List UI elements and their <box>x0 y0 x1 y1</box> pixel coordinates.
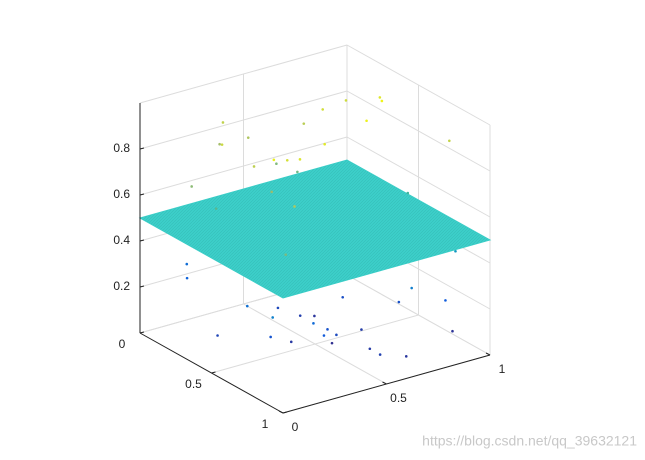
point <box>397 300 401 304</box>
point <box>326 328 329 331</box>
point <box>298 158 302 161</box>
point <box>344 99 348 102</box>
point <box>272 158 276 162</box>
point <box>245 304 249 308</box>
y-tick-label: 0 <box>119 337 126 351</box>
point <box>380 99 384 103</box>
point <box>271 316 274 319</box>
z-tick-label: 0.6 <box>113 187 130 201</box>
y-tick <box>139 331 145 334</box>
grid-line <box>346 90 491 172</box>
plane-layer <box>138 159 492 299</box>
z-tick <box>139 147 145 150</box>
plane-mesh <box>140 160 490 298</box>
point <box>246 136 250 139</box>
point <box>312 322 315 325</box>
point <box>323 142 326 146</box>
x-tick-label: 1 <box>499 362 506 376</box>
point <box>284 253 288 256</box>
point <box>220 143 224 146</box>
point <box>252 165 256 168</box>
point <box>276 306 280 310</box>
point <box>313 314 316 318</box>
point <box>298 314 302 317</box>
point <box>406 191 410 195</box>
point <box>448 139 451 143</box>
point <box>302 122 306 125</box>
x-tick-label: 0.5 <box>390 391 407 405</box>
x-tick <box>278 410 284 414</box>
point <box>378 353 382 356</box>
axes: 0 0.5 1 0 0.5 1 0.2 0.4 0.6 0.8 <box>113 103 506 434</box>
point <box>454 249 457 253</box>
point <box>321 108 325 111</box>
point <box>190 185 193 188</box>
point <box>404 355 408 358</box>
z-tick <box>139 285 145 288</box>
point <box>378 96 382 99</box>
point <box>296 170 299 174</box>
watermark: https://blog.csdn.net/qq_39632121 <box>422 433 637 449</box>
z-tick-label: 0.8 <box>113 141 130 155</box>
point <box>444 299 447 302</box>
point <box>410 286 413 290</box>
point <box>365 119 368 123</box>
point <box>289 340 293 344</box>
point <box>293 205 296 208</box>
point <box>451 329 454 333</box>
point <box>185 276 189 280</box>
z-tick-label: 0.2 <box>113 279 130 293</box>
grid-line <box>139 90 348 150</box>
point <box>335 333 338 337</box>
grid-line <box>211 314 419 374</box>
point <box>322 334 326 337</box>
y-tick <box>211 371 216 374</box>
y-tick-label: 0.5 <box>185 377 202 391</box>
point <box>269 335 272 339</box>
x-tick-label: 0 <box>292 420 299 434</box>
grid-line <box>139 136 348 196</box>
point <box>185 262 189 266</box>
point <box>214 207 218 210</box>
z-tick-label: 0.4 <box>113 233 130 247</box>
point <box>270 190 273 194</box>
point <box>275 162 278 165</box>
y-tick <box>282 411 288 414</box>
point <box>285 158 289 162</box>
point <box>330 341 334 345</box>
point <box>216 334 219 337</box>
point <box>360 328 363 331</box>
grid-line <box>346 136 491 218</box>
x-tick <box>382 381 387 385</box>
point <box>368 347 372 351</box>
point <box>221 121 225 124</box>
z-tick <box>139 193 145 196</box>
point <box>218 142 221 146</box>
point <box>341 295 345 299</box>
x-tick <box>485 352 491 356</box>
y-tick-label: 1 <box>262 417 269 431</box>
z-tick <box>139 239 145 242</box>
points-above <box>190 96 451 256</box>
